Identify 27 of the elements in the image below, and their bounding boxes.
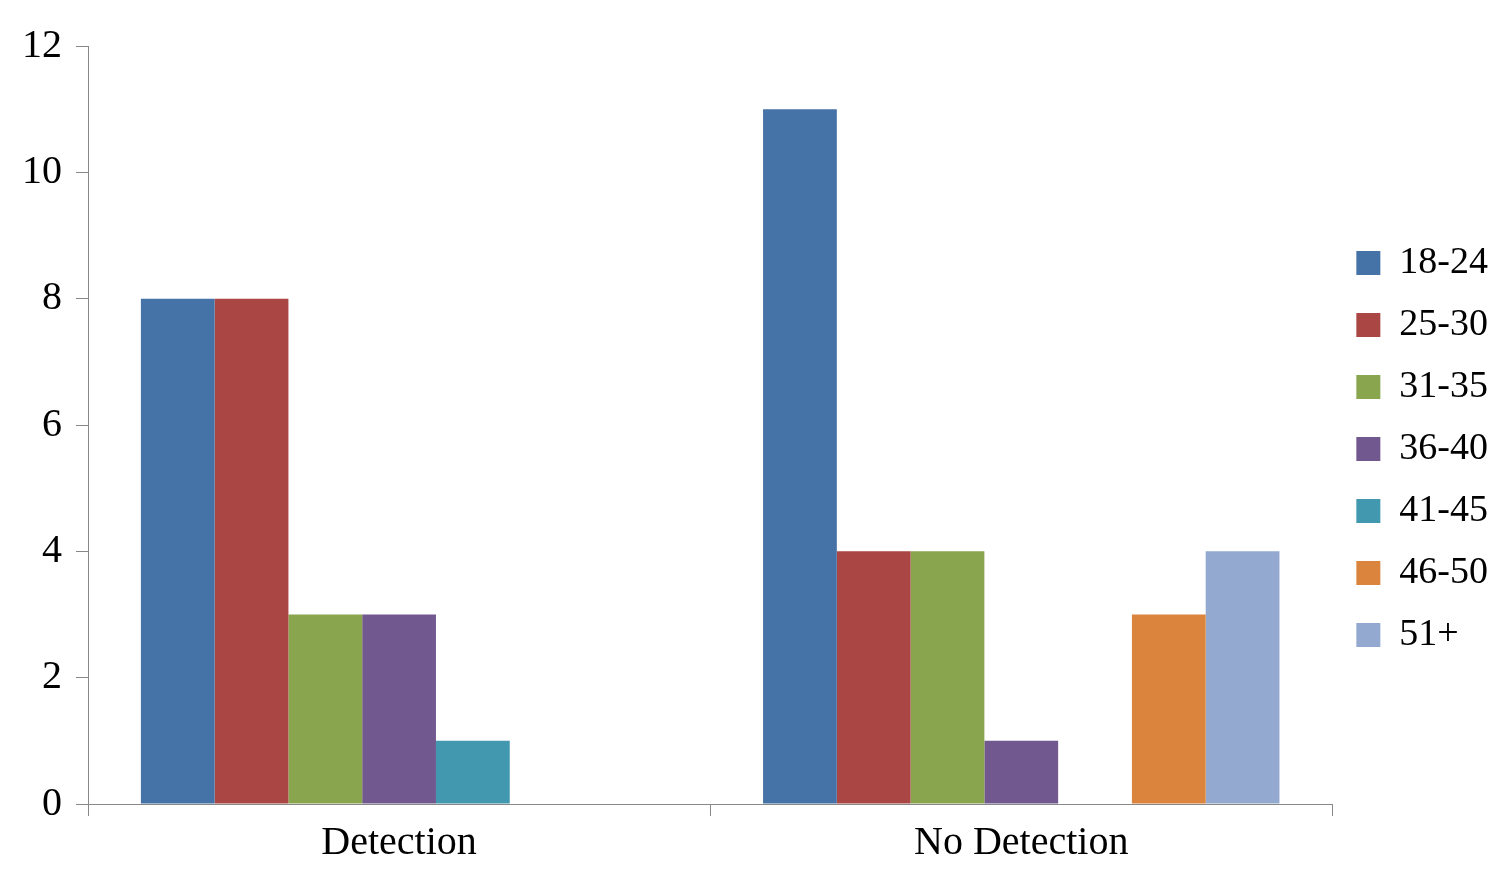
y-tick-label: 4 xyxy=(42,525,62,571)
legend-label: 46-50 xyxy=(1399,548,1488,591)
legend-label: 41-45 xyxy=(1399,486,1488,529)
legend-label: 18-24 xyxy=(1399,238,1488,281)
bar xyxy=(140,298,215,804)
x-tick-label: No Detection xyxy=(914,817,1129,863)
y-tick-label: 2 xyxy=(42,652,62,698)
bar xyxy=(214,298,289,804)
legend-label: 25-30 xyxy=(1399,300,1488,343)
bar xyxy=(984,740,1059,804)
bar xyxy=(763,109,837,804)
bar xyxy=(288,614,363,804)
bar xyxy=(1131,614,1206,804)
y-tick-label: 0 xyxy=(42,778,62,824)
y-tick-label: 10 xyxy=(22,146,62,192)
bar xyxy=(362,614,436,804)
bar xyxy=(910,551,985,804)
bar xyxy=(1205,551,1280,804)
legend-label: 31-35 xyxy=(1399,362,1488,405)
legend-label: 36-40 xyxy=(1399,424,1488,467)
y-tick-label: 8 xyxy=(42,273,62,319)
bar xyxy=(435,740,510,804)
legend-label: 51+ xyxy=(1399,610,1459,653)
bar xyxy=(836,551,911,804)
x-tick-label: Detection xyxy=(321,817,477,863)
y-tick-label: 12 xyxy=(22,20,62,66)
y-tick-label: 6 xyxy=(42,399,62,445)
